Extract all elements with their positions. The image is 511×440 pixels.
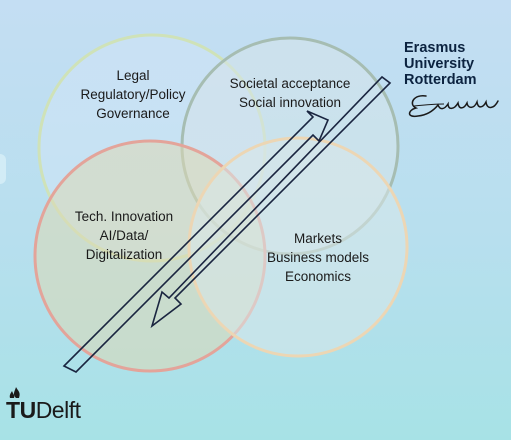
tech-line-2: AI/Data/ bbox=[99, 228, 149, 243]
label-markets: Markets Business models Economics bbox=[250, 229, 386, 286]
erasmus-logo-line-1: Erasmus bbox=[404, 40, 466, 56]
erasmus-logo-line-3: Rotterdam bbox=[404, 72, 477, 88]
erasmus-logo-line-2: University bbox=[404, 56, 475, 72]
label-societal: Societal acceptance Social innovation bbox=[212, 74, 368, 112]
tudelft-u: U bbox=[19, 397, 37, 423]
tudelft-t: T bbox=[6, 397, 20, 423]
flame-icon bbox=[9, 387, 20, 398]
tudelft-delft: Delft bbox=[35, 397, 81, 423]
erasmus-logo: Erasmus University Rotterdam bbox=[404, 40, 508, 120]
label-tech: Tech. Innovation AI/Data/ Digitalization bbox=[54, 207, 194, 264]
circle-markets bbox=[187, 136, 409, 358]
societal-line-2: Social innovation bbox=[238, 95, 342, 110]
markets-line-3: Economics bbox=[284, 269, 352, 284]
markets-line-2: Business models bbox=[266, 250, 370, 265]
societal-line-1: Societal acceptance bbox=[229, 76, 351, 91]
tech-line-1: Tech. Innovation bbox=[74, 209, 174, 224]
legal-line-1: Legal bbox=[116, 68, 150, 83]
legal-line-2: Regulatory/Policy bbox=[80, 87, 186, 102]
tech-line-3: Digitalization bbox=[85, 247, 163, 262]
legal-line-3: Governance bbox=[96, 106, 170, 121]
markets-line-1: Markets bbox=[293, 231, 342, 246]
edge-decoration bbox=[0, 154, 6, 184]
tudelft-wordmark: TUDelft bbox=[6, 397, 81, 424]
erasmus-signature-icon bbox=[408, 95, 499, 118]
arrow-down-left bbox=[150, 75, 392, 329]
arrow-up-right bbox=[62, 110, 330, 373]
label-legal: Legal Regulatory/Policy Governance bbox=[68, 66, 198, 123]
